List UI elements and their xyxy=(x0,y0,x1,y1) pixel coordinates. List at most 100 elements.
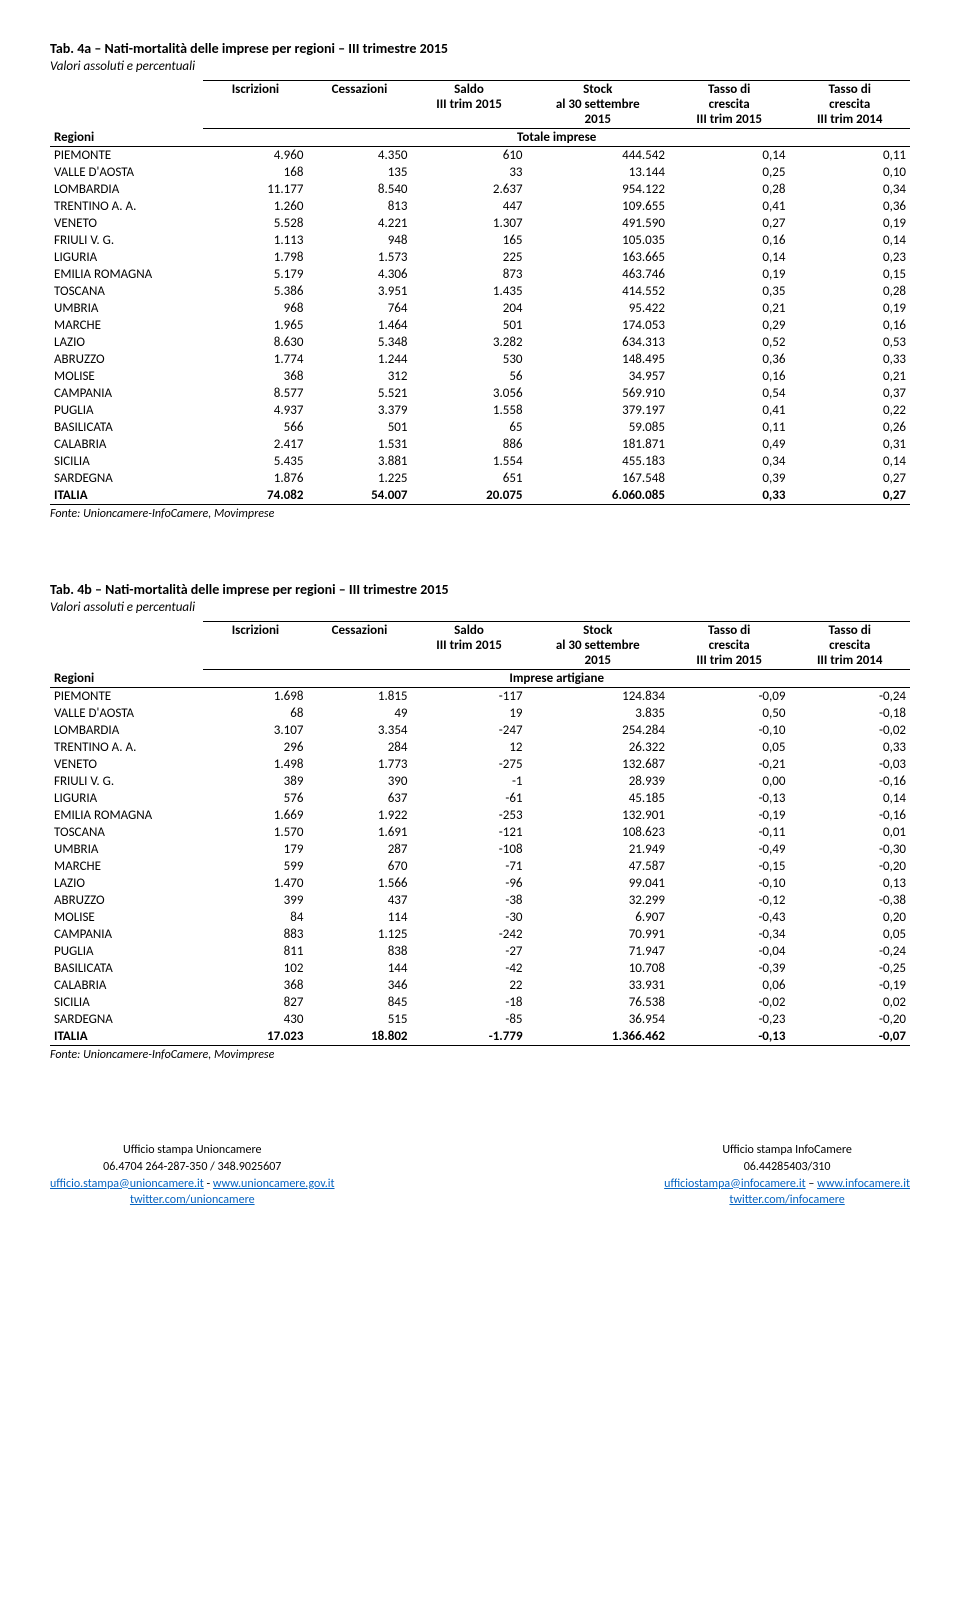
saldo-cell: 1.558 xyxy=(412,402,527,419)
footer-left-title: Ufficio stampa Unioncamere xyxy=(50,1142,335,1159)
iscrizioni-cell: 68 xyxy=(203,705,307,722)
cessazioni-cell: 1.566 xyxy=(307,875,411,892)
stock-cell: 174.053 xyxy=(527,317,669,334)
tasso2014-cell: -0,24 xyxy=(789,943,910,960)
table-row: LIGURIA1.7981.573225163.6650,140,23 xyxy=(50,249,910,266)
saldo-cell: -247 xyxy=(412,722,527,739)
footer-right-title: Ufficio stampa InfoCamere xyxy=(664,1142,910,1159)
col-saldo: SaldoIII trim 2015 xyxy=(412,81,527,129)
table-4b-title: Tab. 4b – Nati-mortalità delle imprese p… xyxy=(50,581,910,598)
stock-cell: 99.041 xyxy=(527,875,669,892)
region-cell: SARDEGNA xyxy=(50,1011,203,1028)
footer-right-email-link[interactable]: ufficiostampa@infocamere.it xyxy=(664,1177,806,1191)
iscrizioni-cell: 74.082 xyxy=(203,487,307,505)
table-row: MOLISE3683125634.9570,160,21 xyxy=(50,368,910,385)
region-cell: TRENTINO A. A. xyxy=(50,198,203,215)
tasso2014-cell: 0,21 xyxy=(789,368,910,385)
stock-cell: 21.949 xyxy=(527,841,669,858)
table-row: BASILICATA102144-4210.708-0,39-0,25 xyxy=(50,960,910,977)
footer-left-twitter-link[interactable]: twitter.com/unioncamere xyxy=(130,1193,255,1207)
table-row: VENETO5.5284.2211.307491.5900,270,19 xyxy=(50,215,910,232)
stock-cell: 124.834 xyxy=(527,688,669,706)
table-4a-title: Tab. 4a – Nati-mortalità delle imprese p… xyxy=(50,40,910,57)
iscrizioni-cell: 179 xyxy=(203,841,307,858)
tasso2015-cell: 0,19 xyxy=(669,266,790,283)
iscrizioni-cell: 566 xyxy=(203,419,307,436)
footer-right-twitter-link[interactable]: twitter.com/infocamere xyxy=(729,1193,844,1207)
tasso2014-cell: -0,20 xyxy=(789,1011,910,1028)
saldo-cell: 225 xyxy=(412,249,527,266)
iscrizioni-cell: 1.260 xyxy=(203,198,307,215)
tasso2015-cell: 0,27 xyxy=(669,215,790,232)
saldo-cell: 873 xyxy=(412,266,527,283)
cessazioni-cell: 1.773 xyxy=(307,756,411,773)
tasso2015-cell: -0,11 xyxy=(669,824,790,841)
cessazioni-cell: 813 xyxy=(307,198,411,215)
table-row: PUGLIA811838-2771.947-0,04-0,24 xyxy=(50,943,910,960)
saldo-cell: 530 xyxy=(412,351,527,368)
tasso2014-cell: 0,10 xyxy=(789,164,910,181)
tasso2014-cell: 0,02 xyxy=(789,994,910,1011)
footer-right-site-link[interactable]: www.infocamere.it xyxy=(817,1177,910,1191)
table-row: EMILIA ROMAGNA1.6691.922-253132.901-0,19… xyxy=(50,807,910,824)
table-row: VENETO1.4981.773-275132.687-0,21-0,03 xyxy=(50,756,910,773)
tasso2014-cell: 0,13 xyxy=(789,875,910,892)
tasso2014-cell: -0,16 xyxy=(789,773,910,790)
stock-cell: 10.708 xyxy=(527,960,669,977)
tasso2015-cell: 0,11 xyxy=(669,419,790,436)
table-4a: Tab. 4a – Nati-mortalità delle imprese p… xyxy=(50,40,910,521)
saldo-cell: -242 xyxy=(412,926,527,943)
cessazioni-cell: 8.540 xyxy=(307,181,411,198)
saldo-cell: -61 xyxy=(412,790,527,807)
tasso2014-cell: 0,33 xyxy=(789,739,910,756)
region-cell: ITALIA xyxy=(50,1028,203,1046)
saldo-cell: -30 xyxy=(412,909,527,926)
cessazioni-cell: 144 xyxy=(307,960,411,977)
cessazioni-cell: 437 xyxy=(307,892,411,909)
stock-cell: 444.542 xyxy=(527,147,669,165)
stock-cell: 109.655 xyxy=(527,198,669,215)
tasso2014-cell: 0,16 xyxy=(789,317,910,334)
iscrizioni-cell: 8.577 xyxy=(203,385,307,402)
table-4a-grid: Iscrizioni Cessazioni SaldoIII trim 2015… xyxy=(50,80,910,505)
tasso2014-cell: 0,33 xyxy=(789,351,910,368)
cessazioni-cell: 5.521 xyxy=(307,385,411,402)
footer-left: Ufficio stampa Unioncamere 06.4704 264-2… xyxy=(50,1142,335,1209)
footer-left-email-link[interactable]: ufficio.stampa@unioncamere.it xyxy=(50,1177,204,1191)
iscrizioni-cell: 5.386 xyxy=(203,283,307,300)
table-row: MARCHE599670-7147.587-0,15-0,20 xyxy=(50,858,910,875)
footer-left-site-link[interactable]: www.unioncamere.gov.it xyxy=(213,1177,335,1191)
tasso2015-cell: -0,12 xyxy=(669,892,790,909)
region-cell: LIGURIA xyxy=(50,790,203,807)
region-cell: LAZIO xyxy=(50,875,203,892)
footer-right-phone: 06.44285403/310 xyxy=(664,1159,910,1176)
stock-cell: 105.035 xyxy=(527,232,669,249)
cessazioni-cell: 390 xyxy=(307,773,411,790)
stock-cell: 491.590 xyxy=(527,215,669,232)
region-cell: CAMPANIA xyxy=(50,385,203,402)
tasso2015-cell: -0,13 xyxy=(669,1028,790,1046)
saldo-cell: -96 xyxy=(412,875,527,892)
region-cell: LIGURIA xyxy=(50,249,203,266)
tasso2015-cell: -0,21 xyxy=(669,756,790,773)
iscrizioni-cell: 430 xyxy=(203,1011,307,1028)
saldo-cell: -38 xyxy=(412,892,527,909)
table-4a-subtitle: Valori assoluti e percentuali xyxy=(50,59,910,74)
saldo-cell: 2.637 xyxy=(412,181,527,198)
tasso2015-cell: 0,06 xyxy=(669,977,790,994)
region-cell: UMBRIA xyxy=(50,300,203,317)
saldo-cell: 12 xyxy=(412,739,527,756)
stock-cell: 1.366.462 xyxy=(527,1028,669,1046)
table-row: FRIULI V. G.389390-128.9390,00-0,16 xyxy=(50,773,910,790)
iscrizioni-cell: 811 xyxy=(203,943,307,960)
saldo-cell: -117 xyxy=(412,688,527,706)
stock-cell: 3.835 xyxy=(527,705,669,722)
table-row: PIEMONTE4.9604.350610444.5420,140,11 xyxy=(50,147,910,165)
region-cell: VENETO xyxy=(50,215,203,232)
cessazioni-cell: 312 xyxy=(307,368,411,385)
stock-cell: 59.085 xyxy=(527,419,669,436)
cessazioni-cell: 501 xyxy=(307,419,411,436)
region-cell: LAZIO xyxy=(50,334,203,351)
col-cessazioni: Cessazioni xyxy=(307,622,411,670)
saldo-cell: 610 xyxy=(412,147,527,165)
